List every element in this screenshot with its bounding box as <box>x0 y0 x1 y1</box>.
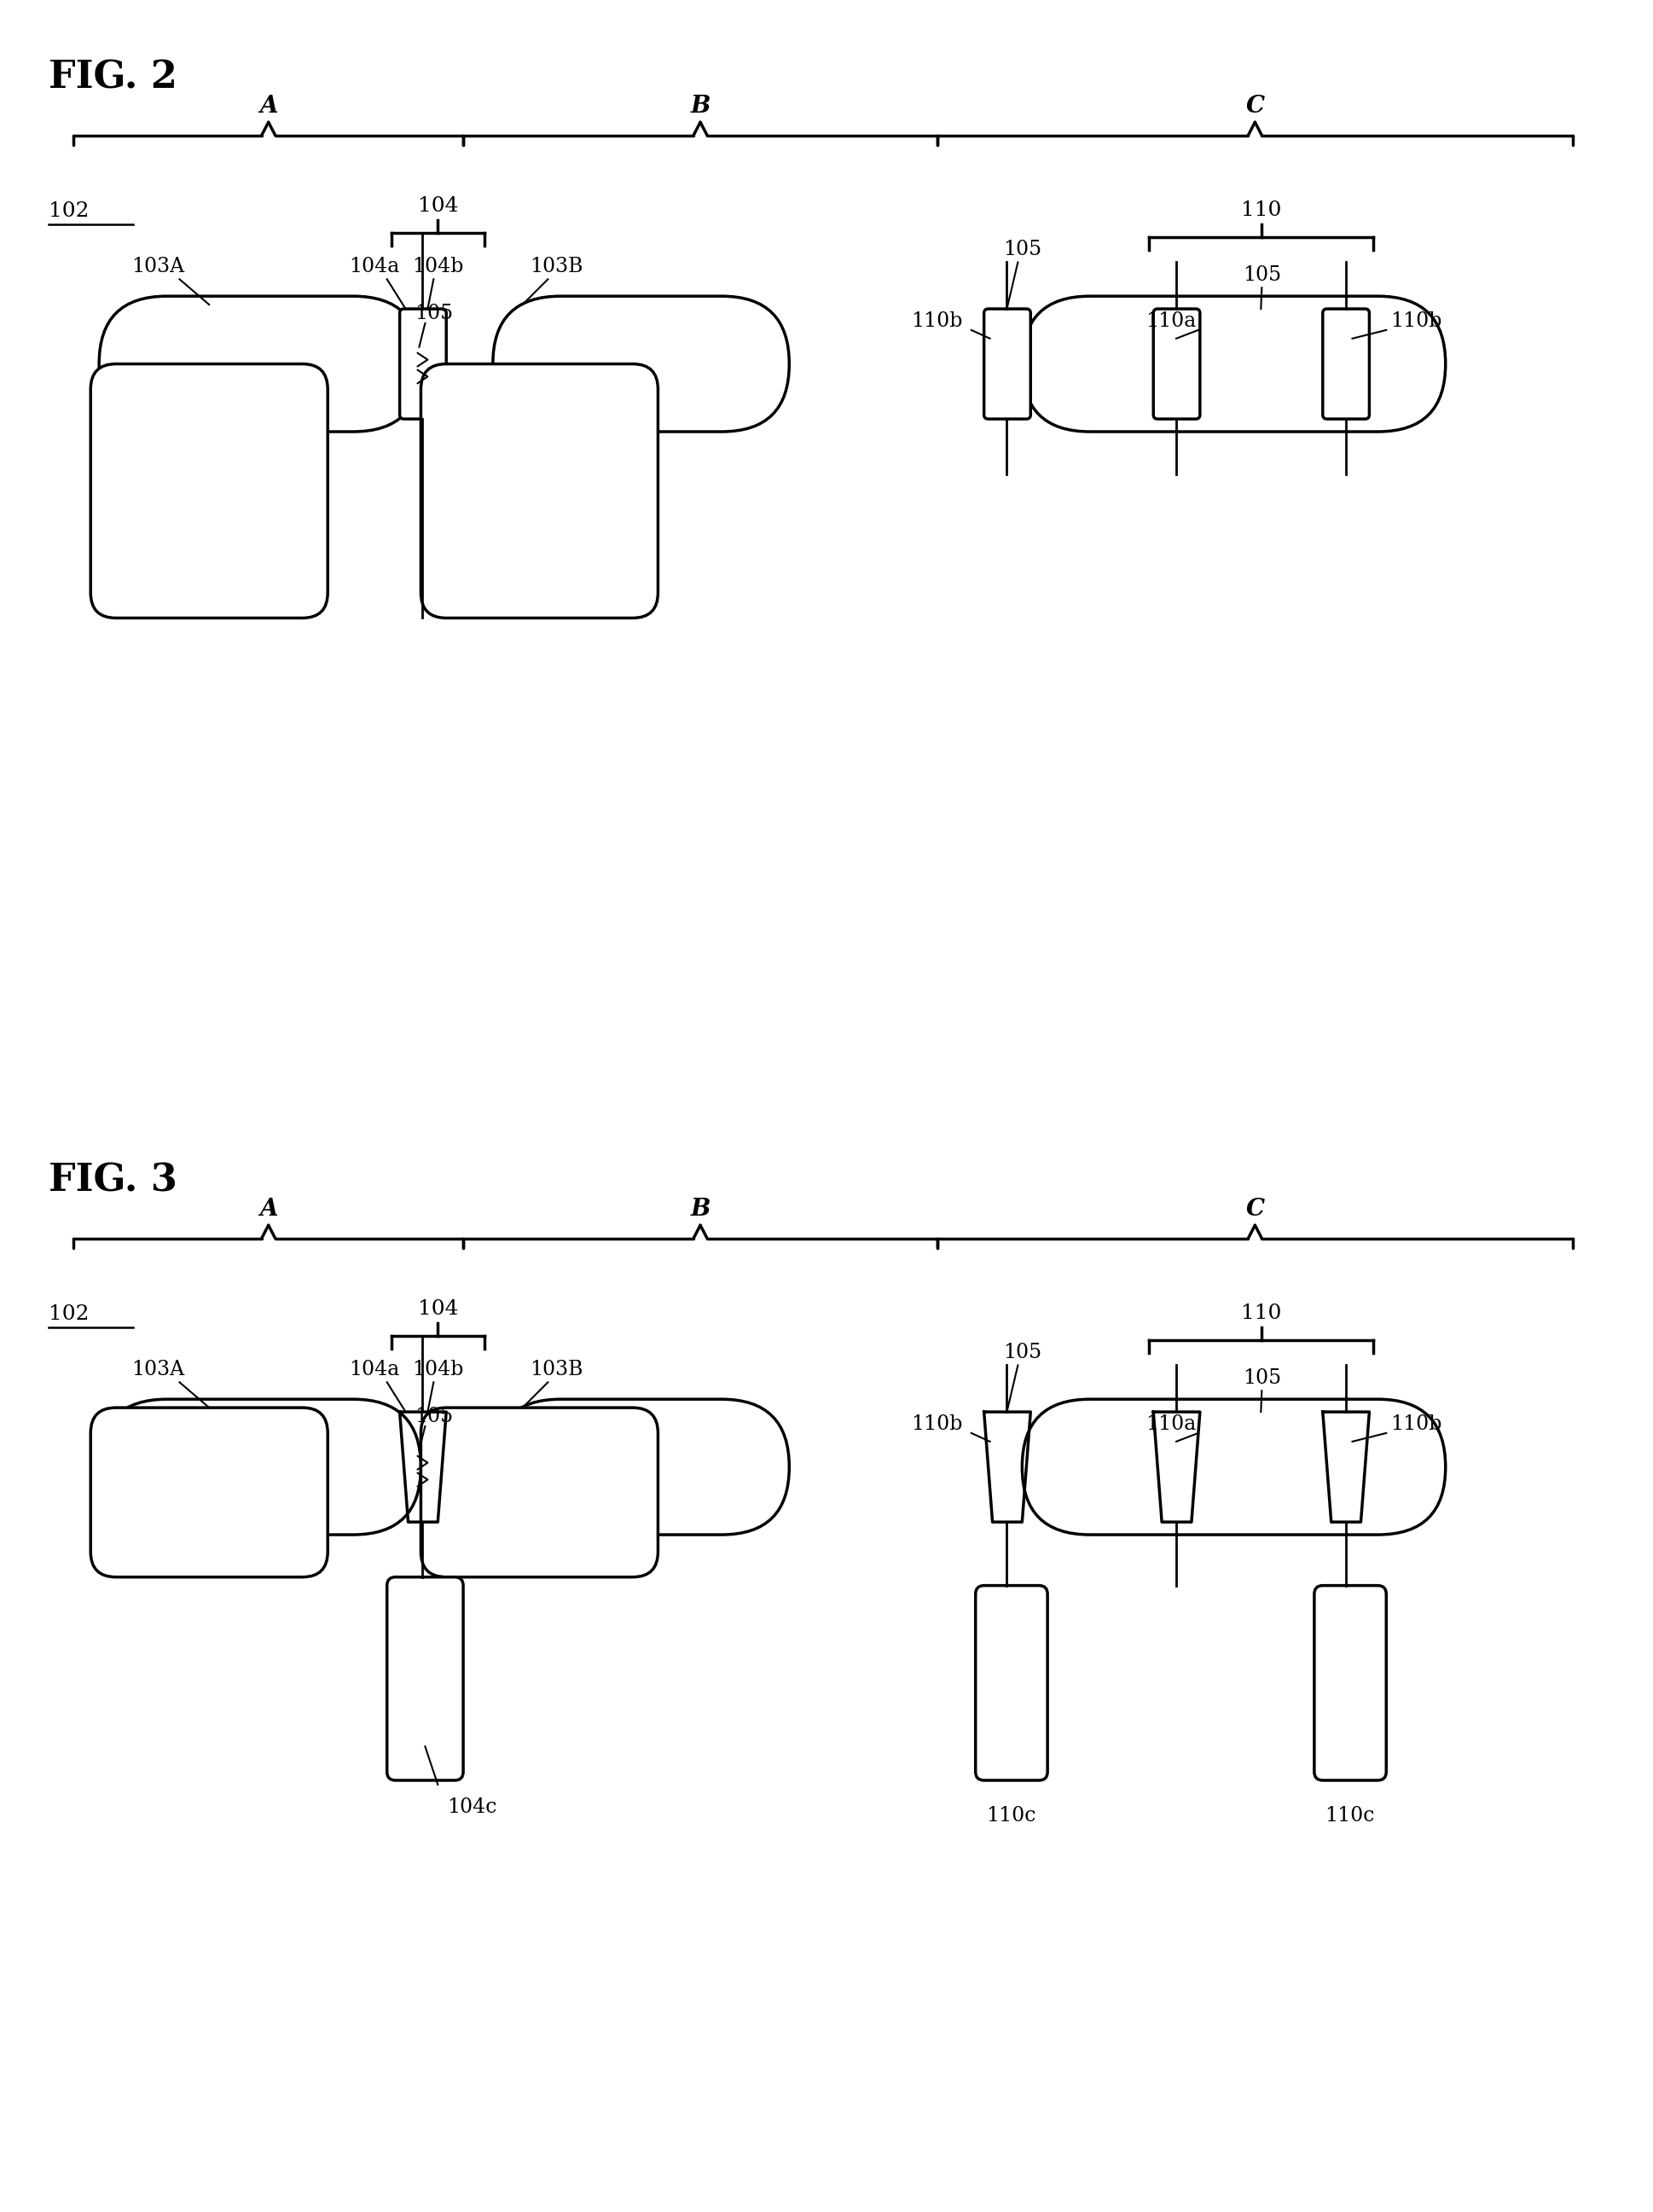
Text: 110b: 110b <box>1390 1416 1441 1433</box>
FancyBboxPatch shape <box>984 310 1030 418</box>
FancyBboxPatch shape <box>99 296 422 431</box>
FancyBboxPatch shape <box>91 1407 327 1577</box>
Text: B: B <box>691 95 711 117</box>
Text: 104a: 104a <box>349 257 400 276</box>
Text: 105: 105 <box>415 303 453 323</box>
FancyBboxPatch shape <box>91 365 327 617</box>
FancyBboxPatch shape <box>422 1407 658 1577</box>
Text: 105: 105 <box>1243 1369 1281 1387</box>
FancyBboxPatch shape <box>387 1577 463 1781</box>
Text: 110a: 110a <box>1146 1416 1195 1433</box>
Text: 105: 105 <box>1243 265 1281 285</box>
Text: 103B: 103B <box>529 257 584 276</box>
Text: 110: 110 <box>1241 1303 1281 1323</box>
Text: 102: 102 <box>48 201 89 221</box>
Text: 105: 105 <box>1003 1343 1041 1363</box>
Text: 104b: 104b <box>412 1360 463 1380</box>
Text: FIG. 3: FIG. 3 <box>48 1161 177 1199</box>
FancyBboxPatch shape <box>422 365 658 617</box>
Text: 103A: 103A <box>132 1360 185 1380</box>
FancyBboxPatch shape <box>400 310 446 418</box>
Text: 103A: 103A <box>132 257 185 276</box>
FancyBboxPatch shape <box>1322 310 1369 418</box>
Text: 104b: 104b <box>412 257 463 276</box>
FancyBboxPatch shape <box>1314 1586 1387 1781</box>
Text: 110b: 110b <box>911 312 962 332</box>
Text: 105: 105 <box>415 1407 453 1427</box>
Text: 110b: 110b <box>1390 312 1441 332</box>
FancyBboxPatch shape <box>99 1400 422 1535</box>
Text: 104c: 104c <box>446 1798 496 1816</box>
Text: 110: 110 <box>1241 201 1281 219</box>
Text: C: C <box>1246 1199 1265 1221</box>
Text: 105: 105 <box>1003 239 1041 259</box>
FancyBboxPatch shape <box>493 1400 788 1535</box>
Text: 102: 102 <box>48 1305 89 1325</box>
Text: 103B: 103B <box>529 1360 584 1380</box>
Text: 110b: 110b <box>911 1416 962 1433</box>
Text: C: C <box>1246 95 1265 117</box>
FancyBboxPatch shape <box>493 296 788 431</box>
Text: A: A <box>260 1199 278 1221</box>
FancyBboxPatch shape <box>1022 296 1445 431</box>
FancyBboxPatch shape <box>975 1586 1048 1781</box>
FancyBboxPatch shape <box>1154 310 1200 418</box>
Text: B: B <box>691 1199 711 1221</box>
Text: FIG. 2: FIG. 2 <box>48 60 177 95</box>
Text: 110c: 110c <box>1326 1805 1375 1825</box>
Text: A: A <box>260 95 278 117</box>
Text: 110c: 110c <box>987 1805 1036 1825</box>
FancyBboxPatch shape <box>1022 1400 1445 1535</box>
Text: 104a: 104a <box>349 1360 400 1380</box>
Text: 104: 104 <box>418 1298 458 1318</box>
Text: 110a: 110a <box>1146 312 1195 332</box>
Text: 104: 104 <box>418 197 458 217</box>
